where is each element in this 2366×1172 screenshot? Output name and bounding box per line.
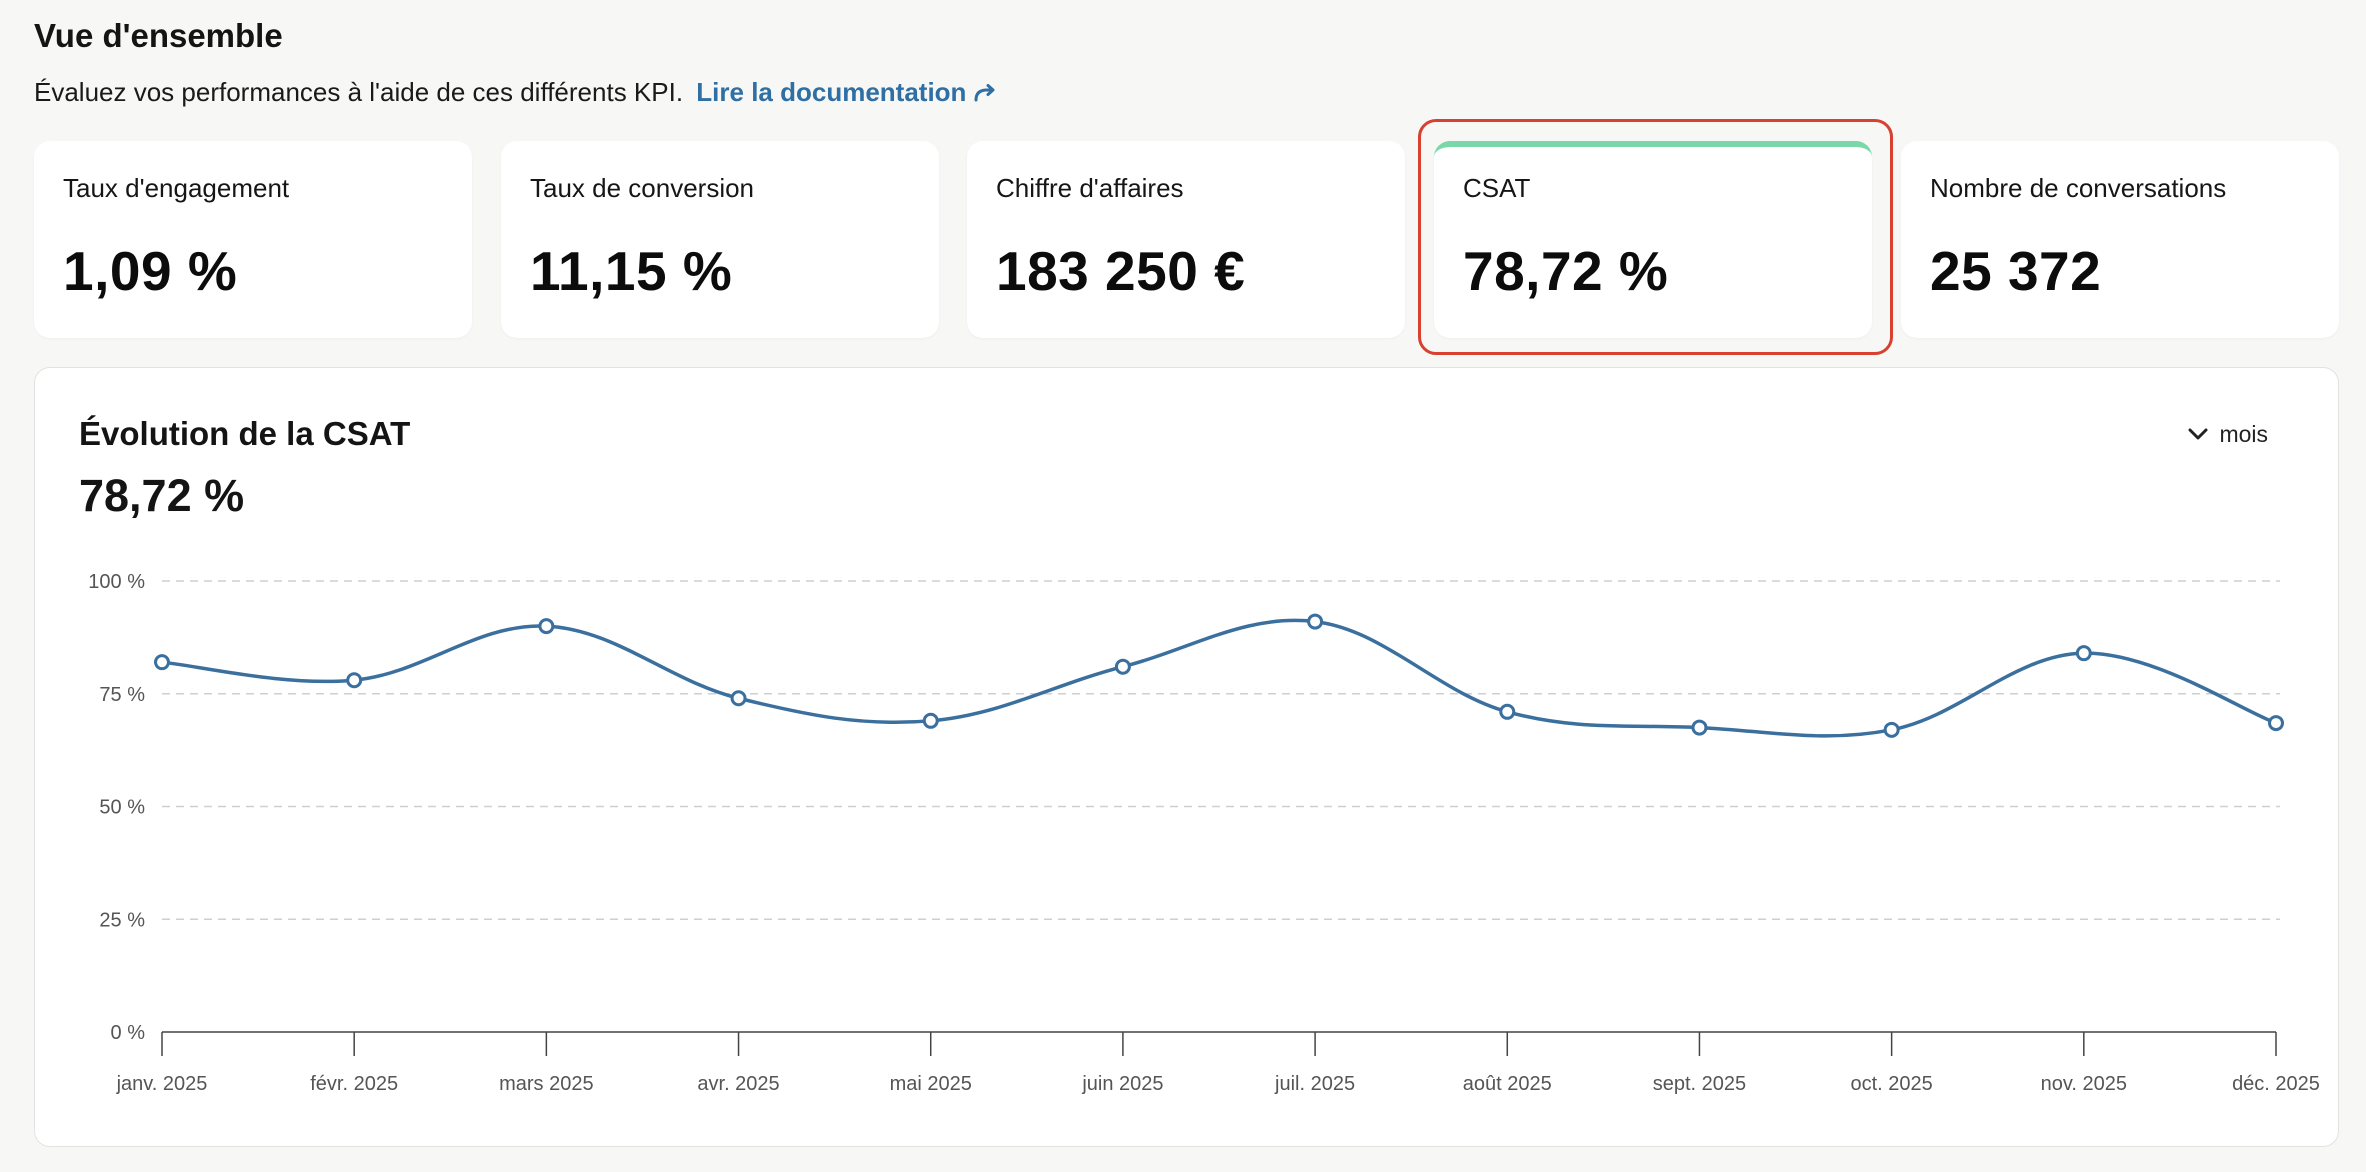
data-point: [730, 690, 747, 707]
kpi-value: 11,15 %: [530, 240, 733, 302]
csat-series-line: [161, 618, 2277, 738]
documentation-link[interactable]: Lire la documentation: [696, 77, 995, 107]
x-tick-label: févr. 2025: [310, 1073, 398, 1095]
x-tick-label: mars 2025: [499, 1073, 594, 1095]
kpi-card-engagement[interactable]: Taux d'engagement 1,09 %: [34, 141, 472, 338]
period-selector-label: mois: [2219, 421, 2268, 447]
kpi-card-csat[interactable]: CSAT 78,72 %: [1434, 141, 1872, 338]
kpi-value: 1,09 %: [63, 240, 238, 302]
data-point: [2075, 645, 2092, 662]
x-tick-label: avr. 2025: [697, 1073, 779, 1095]
data-point: [154, 654, 170, 671]
chart-current-value: 78,72 %: [79, 470, 245, 521]
kpi-label: Nombre de conversations: [1930, 173, 2227, 203]
data-point: [1114, 658, 1131, 675]
chevron-down-icon: [2188, 428, 2208, 440]
x-tick-label: sept. 2025: [1653, 1073, 1746, 1095]
kpi-value: 25 372: [1930, 240, 2102, 302]
data-point: [1691, 719, 1708, 736]
kpi-card-conversion[interactable]: Taux de conversion 11,15 %: [501, 141, 939, 338]
csat-line-chart: 0 % 25 % 50 % 75 % 100 % janv. 2025 févr. 2025…: [88, 571, 2320, 1095]
x-tick-label: déc. 2025: [2232, 1073, 2320, 1095]
x-tick-label: janv. 2025: [116, 1073, 208, 1095]
kpi-label: Taux de conversion: [530, 173, 755, 203]
x-tick-label: juil. 2025: [1274, 1073, 1355, 1095]
data-point: [538, 618, 555, 635]
kpi-card-revenue[interactable]: Chiffre d'affaires 183 250 €: [967, 141, 1405, 338]
x-tick-label: mai 2025: [890, 1073, 972, 1095]
x-tick-label: juin 2025: [1081, 1073, 1163, 1095]
y-tick-label: 50 %: [99, 797, 145, 819]
data-point: [1883, 721, 1900, 738]
period-selector[interactable]: mois: [2187, 418, 2268, 450]
kpi-label: CSAT: [1463, 173, 1531, 203]
kpi-label: Chiffre d'affaires: [996, 173, 1184, 203]
kpi-value: 183 250 €: [996, 240, 1246, 302]
data-point: [346, 672, 363, 689]
x-tick-label: nov. 2025: [2041, 1073, 2127, 1095]
kpi-card-conversations[interactable]: Nombre de conversations 25 372: [1901, 141, 2339, 338]
page-title: Vue d'ensemble: [34, 17, 283, 54]
arrow-redirect-icon: [974, 84, 995, 102]
data-point: [2268, 715, 2284, 732]
x-tick-label: oct. 2025: [1850, 1073, 1932, 1095]
kpi-label: Taux d'engagement: [63, 173, 290, 203]
x-tick-label: août 2025: [1463, 1073, 1552, 1095]
kpi-cards: Taux d'engagement 1,09 % Taux de convers…: [34, 141, 2339, 338]
y-tick-label: 75 %: [99, 684, 145, 706]
y-tick-label: 100 %: [88, 571, 145, 593]
data-point: [1499, 703, 1516, 720]
data-point: [922, 712, 939, 729]
data-point: [1307, 613, 1324, 630]
y-tick-label: 25 %: [99, 909, 145, 931]
subtitle-text: Évaluez vos performances à l'aide de ces…: [34, 77, 684, 107]
documentation-link-label: Lire la documentation: [696, 77, 967, 107]
kpi-value: 78,72 %: [1463, 240, 1669, 302]
chart-title: Évolution de la CSAT: [79, 415, 411, 452]
page-subtitle: Évaluez vos performances à l'aide de ces…: [34, 74, 996, 110]
csat-chart-panel: Évolution de la CSAT 78,72 % mois 0 % 25 …: [34, 367, 2339, 1147]
y-tick-label: 0 %: [111, 1022, 146, 1044]
